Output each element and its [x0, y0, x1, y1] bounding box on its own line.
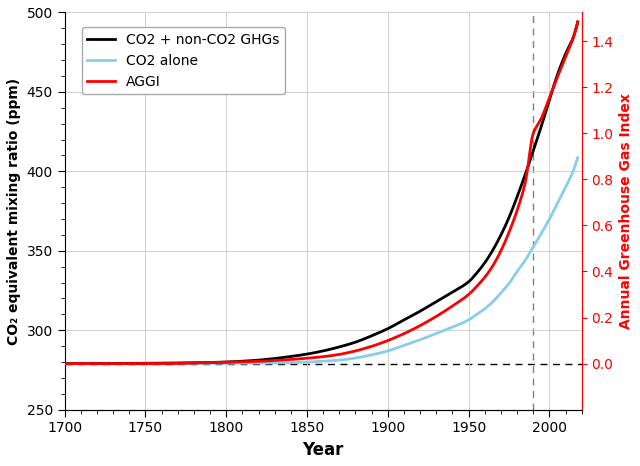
Y-axis label: Annual Greenhouse Gas Index: Annual Greenhouse Gas Index	[619, 93, 633, 329]
Legend: CO2 + non-CO2 GHGs, CO2 alone, AGGI: CO2 + non-CO2 GHGs, CO2 alone, AGGI	[82, 27, 285, 94]
Y-axis label: CO₂ equivalent mixing ratio (ppm): CO₂ equivalent mixing ratio (ppm)	[7, 77, 21, 345]
X-axis label: Year: Year	[303, 441, 344, 459]
